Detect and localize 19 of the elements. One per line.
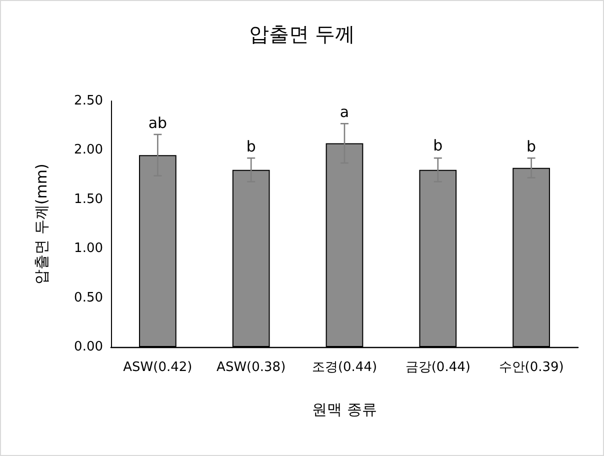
annotation: b: [246, 138, 256, 156]
annotation: b: [433, 136, 443, 155]
y-tick-label: 2.50: [74, 94, 103, 108]
x-tick-label: 조경(0.44): [312, 360, 378, 375]
annotation: ab: [148, 114, 168, 132]
y-tick-label: 2.00: [74, 142, 103, 158]
x-tick-label: 수안(0.39): [498, 360, 564, 375]
chart-title: 압출면 두께: [248, 22, 356, 46]
x-tick-label: ASW(0.38): [216, 360, 286, 375]
y-tick-label: 1.50: [74, 192, 103, 207]
y-tick-label: 0.50: [74, 290, 103, 306]
x-axis-title: 원맥 종류: [312, 400, 377, 418]
annotation: a: [340, 103, 350, 122]
annotation: b: [526, 138, 536, 156]
y-tick-label: 0.00: [74, 340, 103, 354]
x-tick-label: ASW(0.42): [123, 360, 192, 375]
y-axis-title: 압출면 두께(mm): [32, 164, 50, 284]
x-tick-label: 금강(0.44): [405, 360, 470, 375]
y-tick-label: 1.00: [74, 241, 103, 256]
